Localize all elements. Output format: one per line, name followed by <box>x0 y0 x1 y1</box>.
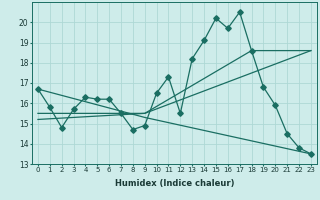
X-axis label: Humidex (Indice chaleur): Humidex (Indice chaleur) <box>115 179 234 188</box>
